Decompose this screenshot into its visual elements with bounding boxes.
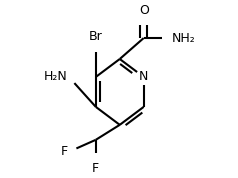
Text: F: F [60,145,67,158]
Text: NH₂: NH₂ [172,32,196,44]
Text: N: N [139,70,148,83]
Text: H₂N: H₂N [44,70,67,83]
Text: F: F [92,162,99,175]
Text: Br: Br [89,30,103,43]
Text: O: O [139,4,149,17]
